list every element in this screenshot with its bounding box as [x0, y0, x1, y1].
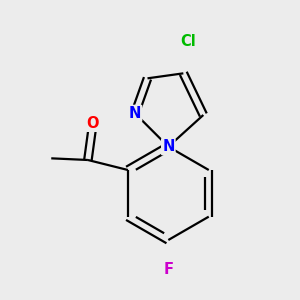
Text: Cl: Cl: [181, 34, 196, 49]
Text: O: O: [87, 116, 99, 131]
Text: N: N: [162, 139, 175, 154]
Text: F: F: [163, 262, 173, 278]
Text: N: N: [129, 106, 141, 121]
